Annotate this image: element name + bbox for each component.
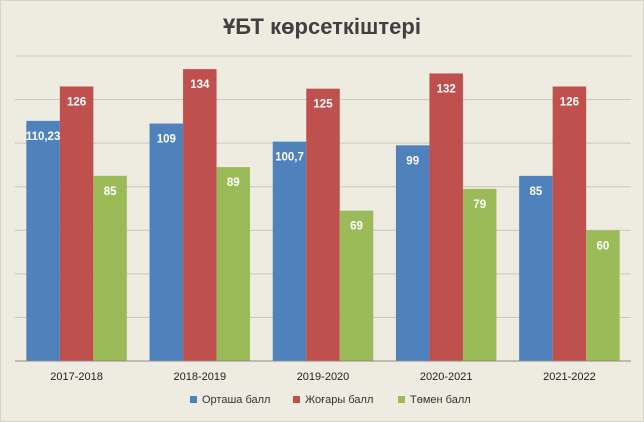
- x-tick-label-3: 2020-2021: [420, 371, 473, 383]
- data-label-1-2: 89: [227, 177, 240, 189]
- legend-swatch-1: [293, 396, 300, 403]
- bar-1-2: [216, 167, 251, 361]
- bar-4-0: [519, 175, 553, 361]
- data-label-2-2: 69: [350, 221, 363, 233]
- x-tick-label-2: 2019-2020: [297, 371, 350, 383]
- data-label-2-1: 125: [313, 99, 333, 111]
- bar-0-0: [26, 120, 60, 361]
- data-label-0-0: 110,23: [26, 131, 61, 143]
- legend-label-2: Төмен балл: [410, 394, 471, 406]
- bar-0-2: [93, 175, 127, 361]
- data-label-4-2: 60: [597, 240, 610, 252]
- bar-0-1: [59, 86, 94, 361]
- legend-swatch-0: [190, 396, 197, 403]
- x-tick-label-0: 2017-2018: [50, 371, 103, 383]
- x-tick-label-4: 2021-2022: [543, 371, 596, 383]
- x-tick-label-1: 2018-2019: [173, 371, 226, 383]
- bar-4-1: [552, 86, 587, 361]
- bar-4-2: [586, 230, 620, 361]
- data-label-4-1: 126: [560, 97, 579, 109]
- bar-2-1: [306, 88, 340, 361]
- data-label-0-1: 126: [67, 97, 86, 109]
- data-label-3-0: 99: [406, 155, 419, 167]
- bar-3-1: [429, 73, 463, 361]
- bar-1-0: [149, 123, 184, 362]
- data-label-4-0: 85: [530, 186, 543, 198]
- legend-label-1: Жоғары балл: [305, 394, 373, 406]
- bar-2-2: [339, 210, 374, 361]
- legend-label-0: Орташа балл: [202, 394, 270, 406]
- bar-1-1: [183, 69, 217, 362]
- legend-swatch-2: [398, 396, 405, 403]
- bars: [26, 69, 620, 362]
- data-label-0-2: 85: [104, 186, 117, 198]
- data-label-2-0: 100,7: [275, 152, 304, 164]
- bar-3-0: [395, 145, 430, 361]
- data-label-1-1: 134: [190, 79, 210, 91]
- chart-title: ҰБТ көрсеткіштері: [223, 14, 421, 39]
- data-label-3-1: 132: [437, 83, 456, 95]
- x-axis: 2017-2018 2018-2019 2019-2020 2020-2021 2021…: [15, 360, 631, 383]
- data-labels: 110,23 126 85 109 134 89 100,7 125 69 99 132 79 85 12…: [26, 79, 609, 252]
- data-label-3-2: 79: [473, 199, 486, 211]
- data-label-1-0: 109: [157, 134, 176, 146]
- legend: Орташа балл Жоғары балл Төмен балл: [190, 394, 471, 406]
- bar-2-0: [272, 141, 307, 361]
- bar-3-2: [462, 188, 497, 361]
